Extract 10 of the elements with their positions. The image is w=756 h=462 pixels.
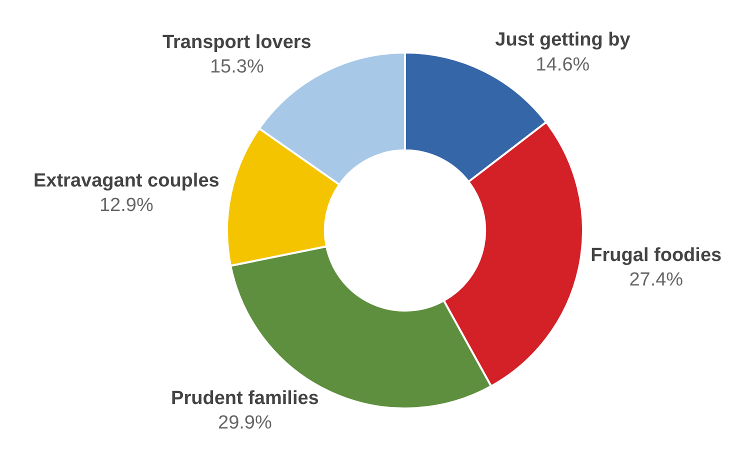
slice-label: Extravagant couples (33, 170, 220, 192)
slice-label: Transport lovers (162, 32, 312, 53)
data-label: 14.6% (536, 54, 590, 76)
slice-label: Prudent families (171, 388, 319, 410)
data-label: 15.3% (210, 56, 264, 78)
slice-label: Frugal foodies (590, 244, 722, 266)
data-label: 27.4% (629, 270, 684, 291)
data-label: 29.9% (218, 412, 272, 434)
data-label: 12.9% (99, 195, 154, 216)
slice-label: Just getting by (495, 30, 631, 51)
